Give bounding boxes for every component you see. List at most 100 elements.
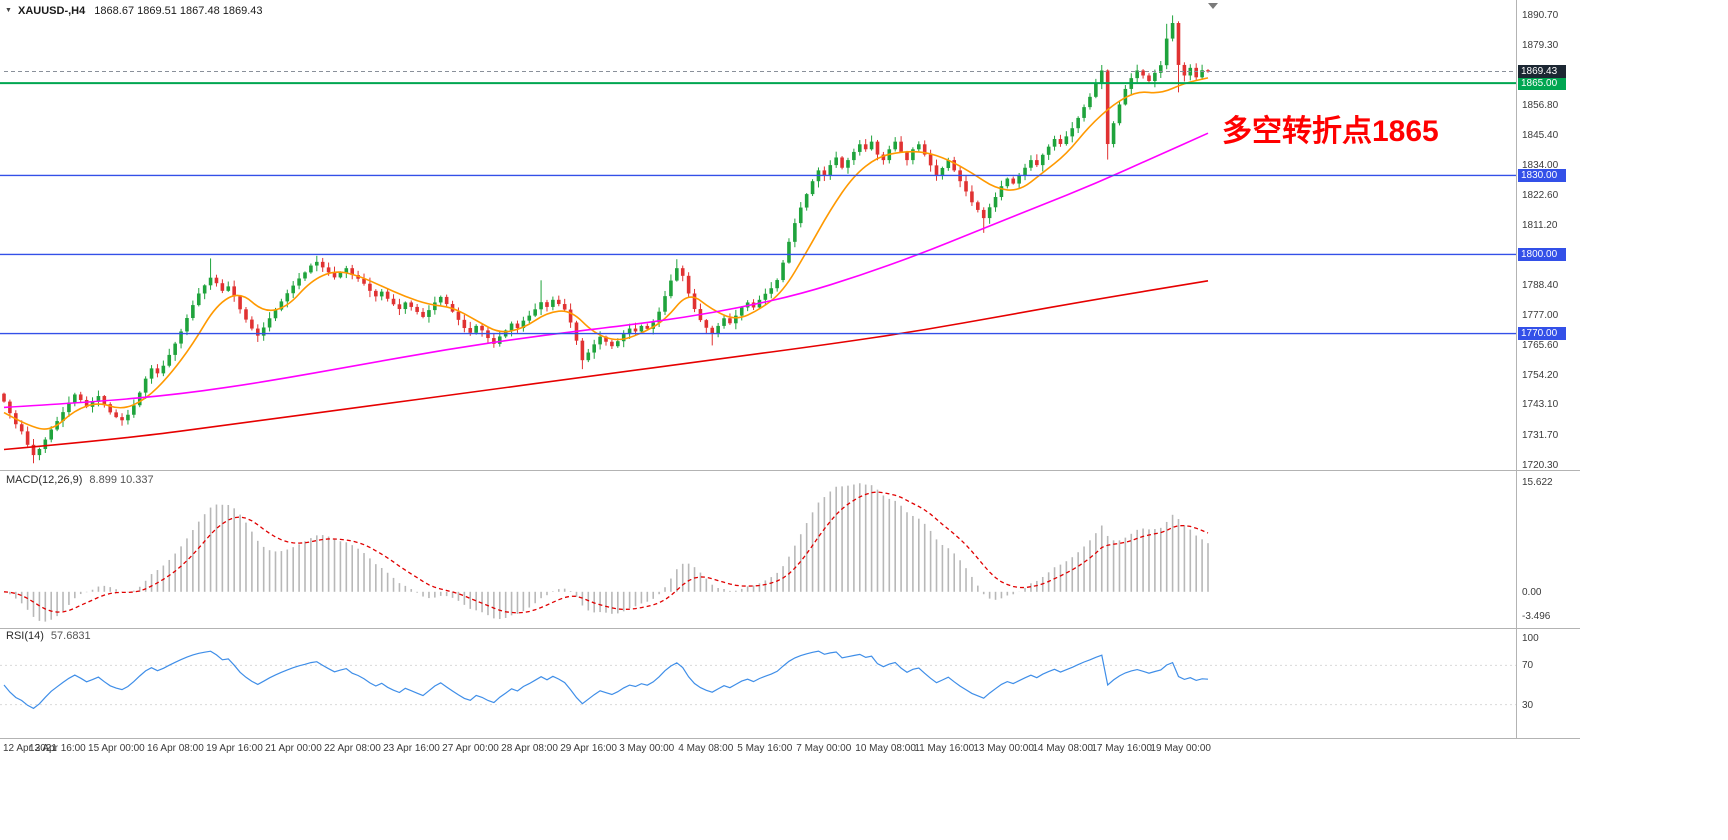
candle-body: [1076, 117, 1080, 129]
candle-body: [999, 186, 1004, 198]
candle-body: [1011, 178, 1016, 184]
candle-body: [155, 368, 160, 374]
time-axis-label: 11 May 16:00: [914, 743, 975, 754]
candle-body: [1206, 70, 1210, 72]
macd-label: MACD(12,26,9) 8.899 10.337: [6, 474, 154, 486]
candle-body: [409, 302, 414, 307]
time-axis-label: 3 May 00:00: [619, 743, 675, 754]
candle-body: [143, 378, 148, 393]
candle-body: [397, 304, 402, 310]
current-price-badge: 1869.43: [1518, 64, 1566, 78]
candle-body: [545, 302, 549, 307]
candle-body: [379, 291, 384, 297]
time-axis-label: 19 May 00:00: [1150, 743, 1211, 754]
candle-body: [61, 412, 65, 422]
candle-body: [1147, 75, 1151, 82]
candle-body: [875, 141, 880, 155]
candle-body: [952, 160, 957, 171]
candle-body: [981, 209, 986, 219]
candle-body: [993, 197, 998, 208]
candle-body: [208, 277, 213, 286]
candle-body: [1023, 167, 1027, 176]
time-axis-label: 19 Apr 16:00: [206, 743, 263, 754]
macd-axis-label: 15.622: [1522, 477, 1553, 488]
candle-body: [137, 392, 142, 406]
price-axis-label: 1743.10: [1522, 399, 1559, 411]
time-axis-label: 15 Apr 00:00: [88, 743, 145, 754]
candle-body: [728, 318, 732, 324]
candle-body: [1135, 70, 1139, 79]
candle-body: [934, 165, 939, 176]
candle-body: [911, 149, 915, 161]
candle-body: [946, 160, 951, 169]
candle-body: [1158, 65, 1163, 73]
candle-body: [126, 414, 130, 421]
candle-body: [769, 288, 774, 294]
symbol-ohlc-title: ▼ XAUUSD-,H4 1868.67 1869.51 1867.48 186…: [5, 5, 263, 17]
candle-body: [261, 327, 266, 336]
candle-body: [73, 394, 77, 403]
candle-body: [220, 283, 225, 291]
candle-body: [427, 310, 431, 317]
candle-body: [680, 268, 685, 276]
candle-body: [928, 154, 933, 166]
candle-body: [1029, 160, 1033, 168]
time-axis-label: 23 Apr 16:00: [383, 743, 440, 754]
candle-body: [1117, 104, 1122, 124]
candle-body: [214, 277, 219, 284]
candle-body: [692, 293, 697, 310]
candle-body: [19, 424, 24, 432]
candle-body: [598, 336, 602, 345]
rsi-label: RSI(14) 57.6831: [6, 630, 91, 642]
candle-body: [320, 261, 325, 268]
time-axis-label: 22 Apr 08:00: [324, 743, 381, 754]
candle-body: [291, 285, 295, 294]
candle-body: [675, 268, 679, 281]
candle-body: [633, 328, 638, 332]
candle-body: [604, 336, 608, 342]
candle-body: [840, 157, 844, 168]
candle-body: [1111, 123, 1116, 145]
candle-body: [616, 341, 620, 347]
macd-axis-label: -3.496: [1522, 611, 1551, 623]
candle-body: [238, 296, 242, 310]
triangle-down-icon: ▼: [5, 7, 12, 14]
time-axis-label: 12 Apr 2021: [3, 743, 57, 754]
macd-signal-line: [3, 491, 1209, 614]
price-axis-label: 1731.70: [1522, 429, 1559, 441]
candle-body: [798, 207, 803, 224]
candle-body: [739, 307, 744, 316]
candle-body: [881, 154, 886, 161]
price-annotation: 多空转折点1865: [1222, 115, 1439, 148]
candle-body: [173, 343, 177, 355]
candle-body: [421, 311, 425, 317]
candle-body: [1088, 96, 1092, 108]
candle-body: [403, 302, 408, 310]
candle-body: [964, 181, 968, 192]
candle-body: [480, 325, 484, 331]
candle-body: [1005, 178, 1010, 187]
price-axis-label: 1788.40: [1522, 280, 1559, 292]
candle-body: [385, 291, 390, 299]
candle-body: [492, 338, 496, 344]
candle-body: [179, 331, 183, 344]
candle-body: [863, 144, 868, 150]
candle-body: [669, 280, 673, 297]
time-axis-label: 4 May 08:00: [678, 743, 734, 754]
time-axis-label: 28 Apr 08:00: [501, 743, 558, 754]
time-axis-label: 21 Apr 00:00: [265, 743, 322, 754]
candle-body: [161, 365, 166, 374]
candle-body: [250, 319, 254, 329]
candle-body: [834, 157, 838, 166]
candle-body: [279, 301, 284, 310]
candle-body: [781, 262, 785, 281]
candle-body: [551, 299, 555, 307]
candle-body: [686, 275, 691, 294]
candle-body: [444, 296, 449, 305]
chart-shift-marker-icon[interactable]: [1208, 3, 1218, 9]
candle-body: [787, 241, 791, 263]
candle-body: [970, 191, 974, 203]
candle-body: [804, 194, 809, 208]
